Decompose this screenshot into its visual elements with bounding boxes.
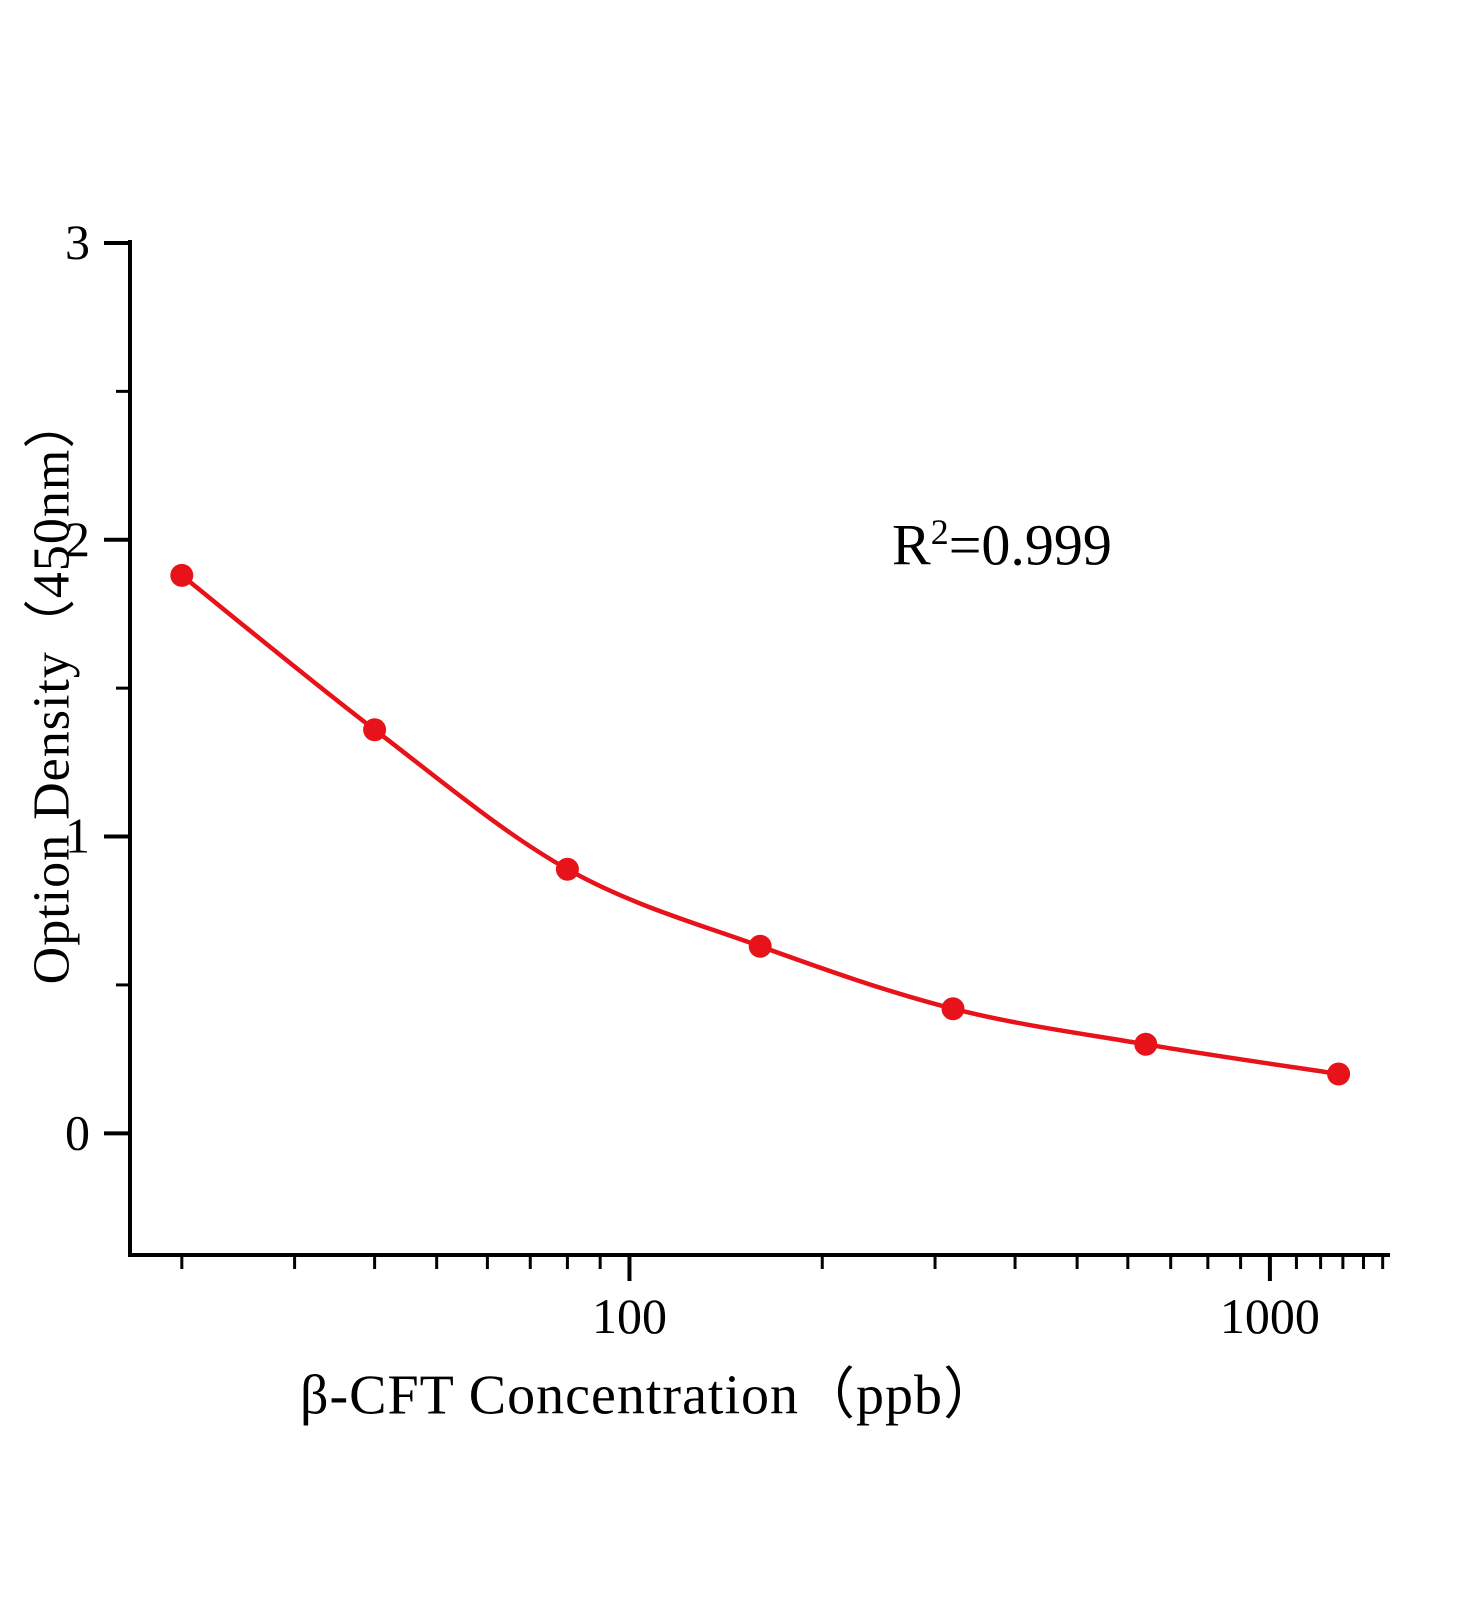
data-point-marker (748, 934, 772, 958)
annotation-value: =0.999 (948, 512, 1112, 578)
x-axis-title: β-CFT Concentration（ppb） (299, 1364, 1001, 1427)
fit-curve (179, 573, 1341, 1077)
data-point-marker (170, 563, 194, 587)
data-point-marker (363, 718, 387, 742)
data-point-marker (555, 857, 579, 881)
y-tick-label: 3 (65, 214, 90, 270)
y-tick-label: 0 (65, 1104, 90, 1160)
y-tick-label: 1 (65, 808, 90, 864)
r-squared-annotation: R2=0.999 (892, 512, 1112, 579)
data-point-marker (941, 997, 965, 1021)
annotation-base: R (892, 512, 931, 578)
x-tick-label: 100 (592, 1288, 667, 1344)
x-tick-label: 1000 (1220, 1288, 1320, 1344)
y-axis-title: Option Density（450nm） (23, 395, 81, 985)
data-point-marker (1327, 1062, 1351, 1086)
annotation-exponent: 2 (930, 512, 949, 553)
data-point-marker (1134, 1032, 1158, 1056)
y-tick-label: 2 (65, 511, 90, 567)
